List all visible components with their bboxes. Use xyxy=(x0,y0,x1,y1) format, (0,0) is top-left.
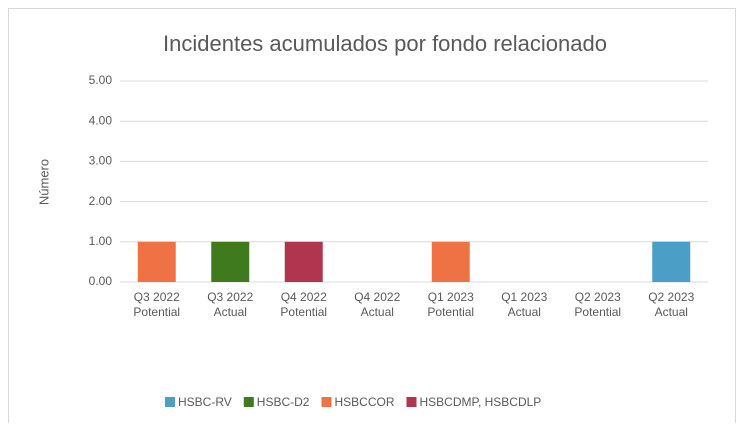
chart-border xyxy=(8,8,736,428)
x-tick-label: Q3 2022 xyxy=(134,290,180,304)
x-tick-label: Potential xyxy=(133,305,180,319)
x-tick-label: Potential xyxy=(574,305,621,319)
x-tick-label: Q3 2022 xyxy=(207,290,253,304)
x-tick-label: Q4 2022 xyxy=(354,290,400,304)
legend-label: HSBC-RV xyxy=(178,395,232,409)
y-tick-label: 3.00 xyxy=(89,154,113,168)
x-tick-label: Q4 2022 xyxy=(281,290,327,304)
legend-label: HSBCDMP, HSBCDLP xyxy=(420,395,542,409)
bar xyxy=(137,241,176,282)
y-axis-label: Número xyxy=(36,159,51,205)
x-tick-label: Q1 2023 xyxy=(501,290,547,304)
legend-label: HSBC-D2 xyxy=(257,395,310,409)
x-tick-label: Actual xyxy=(361,305,394,319)
y-tick-label: 5.00 xyxy=(89,73,113,87)
legend-swatch xyxy=(321,397,332,407)
bar xyxy=(652,241,691,282)
y-tick-label: 0.00 xyxy=(89,274,113,288)
y-tick-label: 4.00 xyxy=(89,113,113,127)
x-tick-label: Q2 2023 xyxy=(648,290,694,304)
y-tick-label: 2.00 xyxy=(89,194,113,208)
x-tick-label: Q2 2023 xyxy=(575,290,621,304)
legend-swatch xyxy=(406,397,417,407)
x-tick-label: Actual xyxy=(214,305,247,319)
legend-swatch xyxy=(243,397,254,407)
bar xyxy=(431,241,470,282)
bar xyxy=(284,241,323,282)
x-tick-label: Q1 2023 xyxy=(428,290,474,304)
x-tick-label: Potential xyxy=(280,305,327,319)
bar xyxy=(211,241,250,282)
y-tick-label: 1.00 xyxy=(89,234,113,248)
x-tick-label: Potential xyxy=(427,305,474,319)
x-tick-label: Actual xyxy=(508,305,541,319)
legend-label: HSBCCOR xyxy=(334,395,394,409)
legend-swatch xyxy=(165,397,175,407)
chart-title: Incidentes acumulados por fondo relacion… xyxy=(163,31,607,56)
x-tick-label: Actual xyxy=(655,305,688,319)
